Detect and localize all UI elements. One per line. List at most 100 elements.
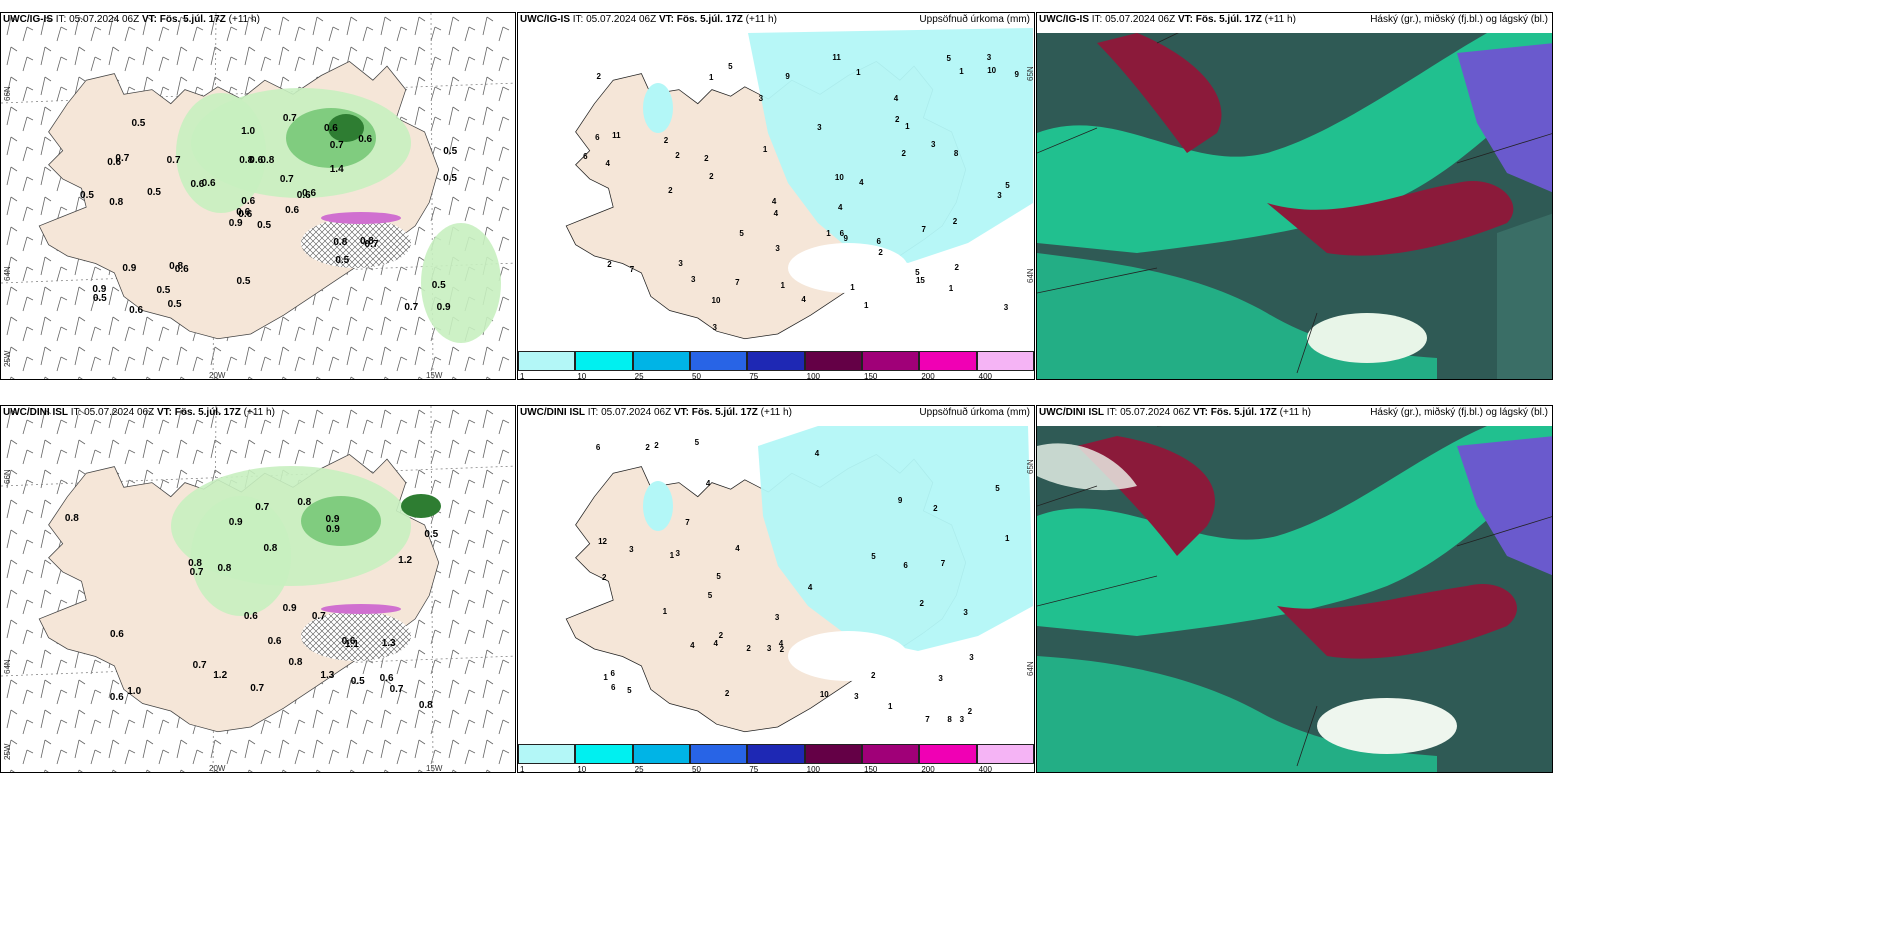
- map-value-label: 2: [954, 262, 959, 272]
- mid-lat-label-64n: 64N: [1026, 661, 1035, 676]
- map-value-label: 1.2: [398, 554, 413, 566]
- lat-label-64n: 64N: [3, 659, 12, 674]
- map-value-label: 3: [963, 608, 968, 617]
- map-value-label: 15: [915, 275, 925, 285]
- colorbar-tick-label: 25: [634, 372, 644, 380]
- row2-mid-title: UWC/DINI ISL IT: 05.07.2024 06Z VT: Fös.…: [520, 407, 792, 418]
- map-value-label: 1: [948, 284, 954, 294]
- map-value-label: 0.6: [201, 178, 216, 189]
- row2-right-subtitle: Háský (gr.), miðský (fj.bl.) og lágský (…: [1370, 407, 1548, 418]
- map-value-label: 5: [739, 228, 744, 238]
- map-value-label: 10: [819, 689, 829, 699]
- row2-mid-subtitle: Uppsöfnuð úrkoma (mm): [919, 407, 1030, 418]
- map-value-label: 1.4: [329, 164, 344, 176]
- map-value-label: 2: [675, 150, 680, 160]
- map-value-label: 3: [997, 190, 1002, 200]
- map-value-label: 3: [775, 244, 780, 254]
- mid-lat-label-65n: 65N: [1026, 459, 1035, 474]
- map-value-label: 0.8: [263, 543, 278, 555]
- map-value-label: 5: [946, 53, 951, 63]
- map-value-label: 9: [843, 234, 848, 244]
- map-value-label: 1.3: [320, 670, 335, 682]
- map-value-label: 0.8: [288, 656, 303, 668]
- row1-colorbar: 1 10 25 50 75 100 150 200 400: [518, 351, 1034, 379]
- lat-label-64n: 64N: [3, 266, 12, 281]
- colorbar-swatch: [518, 744, 576, 764]
- row1-right-title: UWC/IG-IS IT: 05.07.2024 06Z VT: Fös. 5.…: [1039, 14, 1296, 25]
- map-value-label: 1.1: [344, 639, 359, 651]
- map-value-label: 1: [856, 67, 861, 77]
- colorbar-swatch: [690, 744, 748, 764]
- map-value-label: 0.9: [282, 602, 297, 614]
- map-value-label: 1.2: [213, 669, 228, 681]
- map-value-label: 0.5: [335, 255, 350, 267]
- map-value-label: 0.6: [267, 635, 282, 647]
- map-value-label: 0.8: [333, 237, 348, 249]
- colorbar-tick-label: 200: [921, 765, 935, 773]
- map-value-label: 2: [724, 688, 730, 698]
- colorbar-tick-label: 50: [692, 765, 701, 773]
- colorbar-tick-label: 75: [749, 372, 759, 380]
- map-value-label: 7: [925, 715, 930, 725]
- map-value-label: 0.7: [364, 238, 379, 250]
- map-value-label: 0.6: [249, 155, 264, 167]
- row1-left-title: UWC/IG-IS IT: 05.07.2024 06Z VT: Fös. 5.…: [3, 14, 260, 25]
- map-value-label: 0.8: [418, 699, 433, 711]
- map-value-label: 5: [871, 551, 876, 561]
- map-value-label: 10: [987, 66, 997, 76]
- colorbar-swatch: [919, 351, 977, 371]
- map-value-label: 6: [595, 443, 601, 452]
- map-value-label: 0.6: [285, 205, 300, 217]
- map-value-label: 9: [1014, 70, 1019, 80]
- map-value-label: 1: [887, 702, 893, 712]
- map-value-label: 5: [707, 590, 713, 600]
- map-value-label: 1: [708, 72, 714, 82]
- map-value-label: 0.6: [323, 123, 338, 135]
- map-value-label: 10: [834, 173, 844, 183]
- map-value-label: 1: [603, 673, 608, 683]
- map-value-label: 2: [746, 644, 751, 654]
- map-value-label: 9: [897, 496, 903, 506]
- map-value-label: 2: [878, 247, 883, 257]
- map-value-label: 6: [903, 560, 908, 570]
- colorbar-swatch: [862, 351, 920, 371]
- map-value-label: 0.6: [190, 179, 205, 191]
- colorbar-tick-label: 10: [577, 765, 587, 773]
- colorbar-swatch: [518, 351, 576, 371]
- colorbar-swatch: [919, 744, 977, 764]
- map-value-label: 0.8: [359, 236, 374, 248]
- map-value-label: 6: [839, 229, 845, 239]
- map-value-label: 2: [654, 441, 659, 451]
- row2-cloud-map: [1037, 423, 1552, 772]
- colorbar-swatch: [690, 351, 748, 371]
- map-value-label: 2: [602, 573, 607, 583]
- map-value-label: 2: [901, 148, 906, 158]
- map-value-label: 0.9: [325, 514, 340, 526]
- map-value-label: 3: [774, 613, 780, 623]
- map-value-label: 2: [663, 136, 669, 146]
- map-value-label: 0.9: [436, 301, 451, 313]
- map-value-label: 0.9: [92, 283, 107, 295]
- map-value-label: 0.6: [109, 692, 124, 704]
- map-value-label: 4: [778, 639, 784, 649]
- lon-label-20w: 20W: [209, 764, 226, 773]
- map-value-label: 3: [675, 548, 680, 558]
- map-value-label: 7: [629, 265, 635, 275]
- map-value-label: 1: [959, 67, 964, 77]
- map-value-label: 0.9: [325, 524, 340, 536]
- map-value-label: 2: [718, 630, 724, 640]
- map-value-label: 0.6: [238, 209, 253, 221]
- map-value-label: 6: [583, 152, 588, 162]
- map-value-label: 0.8: [297, 497, 312, 509]
- map-value-label: 2: [596, 72, 601, 82]
- map-value-label: 4: [859, 178, 864, 188]
- map-value-label: 0.7: [329, 139, 344, 151]
- row2-right-title: UWC/DINI ISL IT: 05.07.2024 06Z VT: Fös.…: [1039, 407, 1311, 418]
- map-value-label: 4: [705, 479, 711, 489]
- map-value-label: 3: [758, 93, 764, 103]
- map-value-label: 4: [814, 448, 820, 458]
- colorbar-swatch: [575, 744, 633, 764]
- lat-label-25w: 25W: [3, 743, 12, 760]
- map-value-label: 8: [947, 715, 952, 725]
- map-value-label: 5: [915, 267, 920, 277]
